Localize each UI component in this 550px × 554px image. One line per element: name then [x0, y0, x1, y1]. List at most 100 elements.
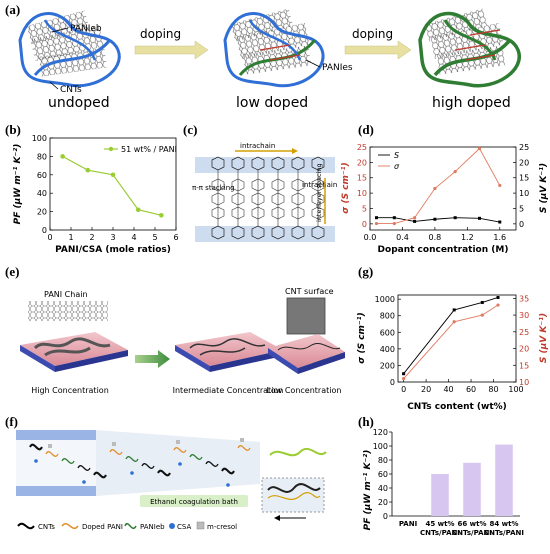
panel-letter-f: (f): [5, 414, 18, 429]
intrachain-side-label: intrachain: [302, 181, 337, 189]
chart-d-point-s: [498, 220, 502, 224]
chart-d-ytick-right: 25: [519, 143, 529, 152]
panies-label: PANIes: [322, 63, 353, 73]
chart-b-ylabel: PF (μW m⁻¹ K⁻²): [13, 144, 23, 225]
panieb-label: PANIeb: [70, 24, 102, 34]
chart-b-series-line: [62, 155, 162, 216]
chart-g-xtick: 40: [443, 385, 453, 394]
high-concentration-label: High Concentration: [31, 386, 109, 395]
chart-b-xtick: 6: [173, 233, 178, 242]
chart-d-ytick-right: 10: [519, 189, 529, 198]
chart-d-point-s: [433, 217, 437, 221]
legend-csa: CSA: [177, 523, 191, 531]
chart-b-point: [85, 167, 91, 173]
chart-d-ylabel-right: S (μV K⁻¹): [539, 163, 549, 213]
chart-g-point-sigma: [496, 295, 500, 299]
chart-g-xtick: 0: [401, 385, 406, 394]
chart-h-ytick: 20: [378, 498, 388, 507]
chart-d-ytick-left: 10: [357, 189, 367, 198]
chart-b-ytick: 60: [37, 171, 47, 180]
chart-g-point-s: [452, 320, 456, 324]
cnts-label: CNTs: [60, 85, 82, 95]
chart-g-ytick-right: 15: [519, 361, 529, 370]
panel-f-schematic: Ethanol coagulation bath CNTs Doped PANI…: [16, 430, 327, 531]
chart-d-ytick-right: 5: [519, 204, 524, 213]
chart-d-ytick-right: 0: [519, 220, 524, 229]
low-doped-cluster: [223, 8, 325, 88]
chart-g-xtick: 80: [488, 385, 498, 394]
chart-g-ytick-right: 10: [519, 378, 529, 387]
chart-d-point-sigma: [453, 169, 457, 174]
chart-h-ytick: 60: [378, 470, 388, 479]
chart-g-point-sigma: [452, 308, 456, 312]
chart-d-xtick: 0.0: [364, 233, 377, 242]
panel-e-schematic: PANI Chain High Concentration Intermedia…: [20, 287, 345, 395]
low-concentration-label: Low Concentration: [267, 386, 342, 395]
undoped-cluster: [18, 10, 121, 88]
chart-d-ytick-left: 0: [362, 220, 367, 229]
chart-g-ytick-right: 20: [519, 345, 529, 354]
panel-letter-b: (b): [5, 122, 21, 137]
chart-g-ytick-left: 600: [380, 328, 395, 337]
chart-g-series-sigma: [403, 297, 499, 374]
chart-b-point: [159, 212, 164, 218]
chart-d-point-s: [392, 216, 396, 220]
chart-d-point-s: [453, 216, 457, 220]
chart-h-ytick: 80: [378, 456, 388, 465]
panel-letter-e: (e): [5, 264, 19, 279]
intermediate-concentration-label: Intermediate Concentration: [173, 386, 284, 395]
legend-cnts: CNTs: [38, 523, 55, 531]
chart-d-ylabel-left: σ (S cm⁻¹): [341, 162, 351, 213]
chart-d-point-sigma: [433, 186, 437, 191]
chart-h-category-label: CNTs/PANI: [452, 529, 492, 537]
chart-h-category-label: CNTs/PANI: [420, 529, 460, 537]
chart-d-ytick-left: 25: [357, 143, 367, 152]
chart-h-category-label: CNTs/PANI: [484, 529, 524, 537]
chart-b-xlabel: PANI/CSA (mole ratios): [55, 245, 171, 255]
chart-g-point-s: [480, 313, 484, 317]
chart-g-xlabel: CNTs content (wt%): [407, 402, 507, 412]
chart-h-ytick: 0: [383, 512, 388, 521]
panel-letter-c: (c): [183, 122, 197, 137]
chart-h-bar: [495, 444, 513, 516]
stage-high-doped: high doped: [432, 95, 511, 111]
doping-arrow-1: [134, 40, 209, 60]
high-doped-cluster: [418, 8, 522, 88]
pani-chain-label: PANI Chain: [44, 290, 88, 299]
chart-d-xtick: 0.8: [429, 233, 442, 242]
chart-b-xtick: 3: [110, 233, 115, 242]
chart-g-series-s: [403, 304, 499, 379]
chart-d-point-sigma: [477, 146, 482, 151]
chart-d-ytick-left: 5: [362, 204, 367, 213]
chart-h-category-label: PANI: [399, 520, 417, 528]
chart-b-ytick: 40: [37, 189, 47, 198]
chart-b-legend: 51 wt% / PANI: [121, 145, 177, 154]
chart-d-point-sigma: [498, 183, 502, 188]
chart-h-category-label: 66 wt%: [457, 520, 486, 528]
chart-b-xtick: 2: [89, 233, 94, 242]
panel-a: PANIeb CNTs undoped doping PANIes low do…: [18, 8, 522, 111]
chart-b-point: [110, 172, 116, 178]
chart-d-point-s: [413, 219, 417, 223]
chart-g-ytick-left: 800: [380, 312, 395, 321]
interlayer-label: interlayer spacing: [315, 163, 323, 222]
chart-g-ytick-right: 30: [519, 311, 529, 320]
chart-b-ytick: 80: [37, 152, 47, 161]
chart-g-point-sigma: [480, 300, 484, 304]
cnt-surface-label: CNT surface: [285, 287, 334, 296]
chart-g-ytick-left: 400: [380, 345, 395, 354]
chart-b-point: [135, 207, 141, 213]
chart-d-point-s: [374, 216, 378, 220]
chart-g-frame: [397, 294, 517, 383]
chart-b-xtick: 5: [152, 233, 157, 242]
chart-d-ytick-left: 15: [357, 174, 367, 183]
chart-b-xtick: 4: [131, 233, 136, 242]
doping-label-2: doping: [352, 27, 393, 41]
chart-g-xtick: 20: [421, 385, 431, 394]
chart-h-category-label: 84 wt%: [489, 520, 518, 528]
chart-b-ytick: 0: [42, 226, 47, 235]
chart-b-ytick: 100: [32, 134, 47, 143]
chart-b-point: [60, 154, 65, 159]
